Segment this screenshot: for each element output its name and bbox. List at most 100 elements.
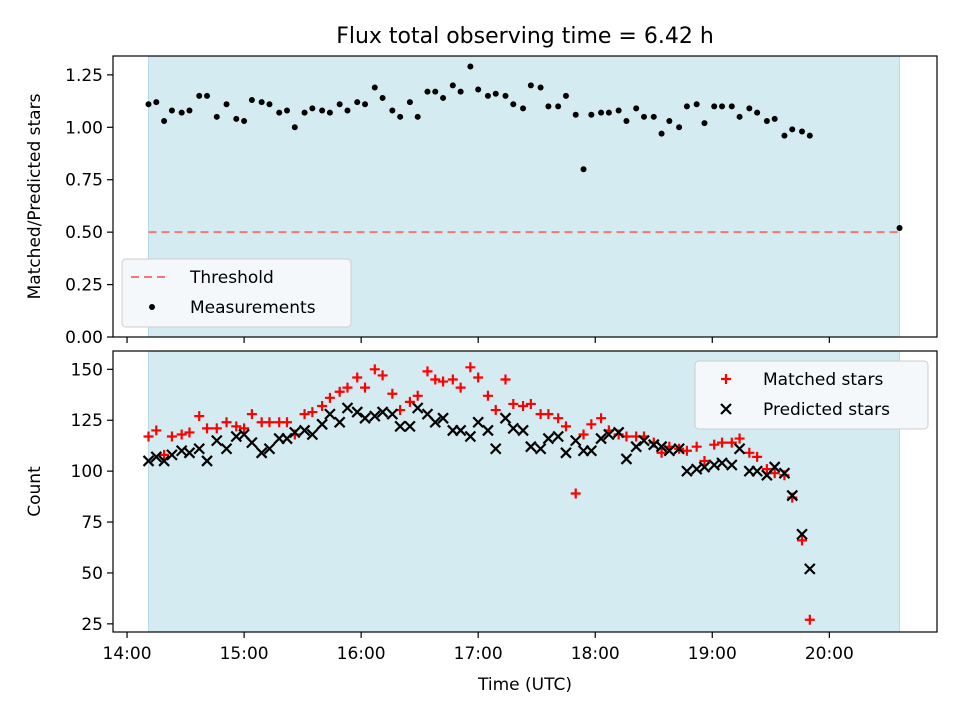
- data-point-x: [534, 442, 547, 455]
- data-point-x: [411, 402, 424, 414]
- data-point-plus: [176, 429, 187, 440]
- data-point-x: [489, 442, 502, 455]
- data-point-x: [595, 432, 607, 445]
- y-axis-label: Count: [25, 466, 45, 517]
- data-point-x: [193, 442, 206, 455]
- data-point-plus: [691, 441, 702, 452]
- data-point-x: [569, 434, 582, 447]
- data-point-dot: [799, 128, 806, 135]
- data-point-plus: [804, 614, 815, 625]
- data-point-plus: [797, 535, 808, 546]
- data-point-x: [454, 424, 467, 437]
- x-tick-label: 14:00: [103, 644, 152, 664]
- data-point-plus: [430, 374, 441, 385]
- data-point-x: [698, 461, 711, 473]
- x-tick-label: 18:00: [571, 644, 620, 664]
- data-point-dot: [580, 166, 587, 173]
- data-point-x: [166, 449, 178, 461]
- data-point-dot: [354, 99, 361, 106]
- data-point-plus: [211, 423, 222, 434]
- legend-threshold-label: Threshold: [189, 268, 274, 288]
- data-point-dot: [502, 92, 509, 99]
- y-tick-label: 0.25: [65, 276, 103, 296]
- data-point-dot: [537, 84, 544, 91]
- data-point-plus: [490, 405, 501, 416]
- data-point-plus: [482, 390, 493, 401]
- x-tick-label: 19:00: [688, 644, 737, 664]
- data-point-plus: [342, 382, 353, 393]
- data-point-dot: [693, 101, 700, 108]
- data-point-dot: [258, 99, 265, 106]
- data-point-x: [472, 416, 484, 429]
- data-point-dot: [736, 113, 743, 120]
- data-point-x: [201, 455, 213, 467]
- y-tick-label: 0.50: [65, 223, 103, 243]
- legend-predicted-label: Predicted stars: [763, 400, 890, 420]
- data-point-x: [333, 416, 346, 429]
- data-point-plus: [282, 417, 293, 428]
- y-tick-label: 100: [71, 462, 103, 482]
- data-point-dot: [605, 109, 612, 116]
- data-point-dot: [666, 118, 673, 125]
- data-point-dot: [326, 109, 333, 116]
- y-tick-label: 0.00: [65, 328, 103, 348]
- data-point-plus: [221, 417, 232, 428]
- data-point-x: [507, 422, 520, 435]
- data-point-dot: [248, 97, 255, 104]
- data-point-dot: [161, 118, 168, 125]
- data-point-plus: [596, 413, 607, 424]
- y-tick-label: 75: [81, 513, 103, 533]
- data-point-x: [673, 442, 685, 455]
- data-point-plus: [586, 419, 597, 430]
- data-point-x: [324, 408, 336, 420]
- data-point-dot: [683, 103, 690, 110]
- data-point-x: [542, 432, 555, 445]
- data-point-dot: [711, 103, 718, 110]
- data-point-dot: [701, 120, 708, 127]
- data-point-plus: [324, 392, 335, 403]
- data-point-dot: [806, 132, 813, 139]
- data-point-plus: [717, 437, 728, 448]
- data-point-plus: [166, 431, 177, 442]
- x-tick-label: 15:00: [220, 644, 269, 664]
- data-point-plus: [202, 423, 213, 434]
- legend-box: [121, 258, 352, 328]
- data-point-dot: [291, 124, 298, 131]
- data-point-x: [316, 418, 328, 431]
- data-point-plus: [553, 413, 564, 424]
- legend: Matched stars Predicted stars: [694, 360, 929, 430]
- data-point-dot: [545, 103, 552, 110]
- data-point-dot: [153, 99, 160, 106]
- data-point-x: [517, 424, 529, 437]
- data-point-plus: [447, 374, 458, 385]
- data-point-dot: [615, 107, 622, 114]
- data-point-x: [778, 467, 791, 479]
- data-point-dot: [484, 92, 491, 99]
- data-point-x: [142, 455, 155, 467]
- data-point-dot: [440, 94, 447, 101]
- data-point-x: [369, 410, 381, 422]
- data-point-plus: [709, 439, 720, 450]
- data-point-plus: [299, 409, 310, 420]
- data-point-dot: [371, 84, 378, 91]
- data-point-x: [630, 440, 642, 453]
- data-point-plus: [560, 421, 571, 432]
- data-point-dot: [771, 115, 778, 122]
- y-tick-label: 25: [81, 615, 103, 635]
- data-point-x: [386, 408, 399, 420]
- data-point-dot: [510, 101, 517, 108]
- axes-frame: [112, 55, 938, 338]
- data-point-dot: [754, 109, 761, 116]
- data-point-dot: [424, 88, 431, 95]
- data-point-x: [298, 424, 311, 437]
- data-point-plus: [159, 449, 170, 460]
- data-point-plus: [734, 433, 745, 444]
- legend-measurements-label: Measurements: [190, 298, 316, 318]
- legend: Threshold Measurements: [121, 258, 352, 328]
- data-point-dot: [562, 92, 569, 99]
- data-point-dot: [555, 103, 562, 110]
- data-point-plus: [543, 409, 554, 420]
- data-point-plus: [578, 429, 589, 440]
- axes-frame: [112, 350, 938, 633]
- y-tick-label: 0.75: [65, 171, 103, 191]
